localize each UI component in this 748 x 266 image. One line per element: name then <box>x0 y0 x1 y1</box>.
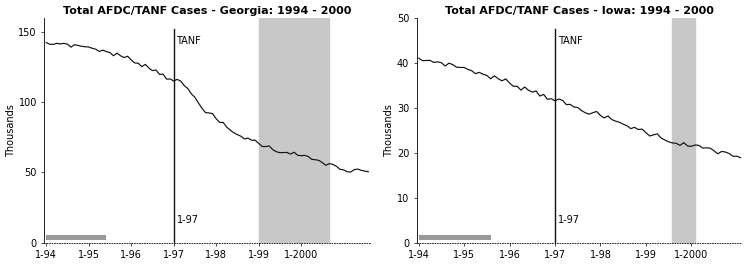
Bar <box>259 18 329 243</box>
Y-axis label: Thousands: Thousands <box>5 104 16 157</box>
Text: TANF: TANF <box>177 36 201 46</box>
Title: Total AFDC/TANF Cases - Georgia: 1994 - 2000: Total AFDC/TANF Cases - Georgia: 1994 - … <box>63 6 352 15</box>
Text: 1-97: 1-97 <box>177 215 198 225</box>
Y-axis label: Thousands: Thousands <box>384 104 394 157</box>
Text: TANF: TANF <box>558 36 583 46</box>
Text: 1-97: 1-97 <box>558 215 580 225</box>
Bar <box>419 235 491 240</box>
Title: Total AFDC/TANF Cases - Iowa: 1994 - 2000: Total AFDC/TANF Cases - Iowa: 1994 - 200… <box>445 6 714 15</box>
Bar <box>672 18 695 243</box>
Bar <box>46 235 106 240</box>
